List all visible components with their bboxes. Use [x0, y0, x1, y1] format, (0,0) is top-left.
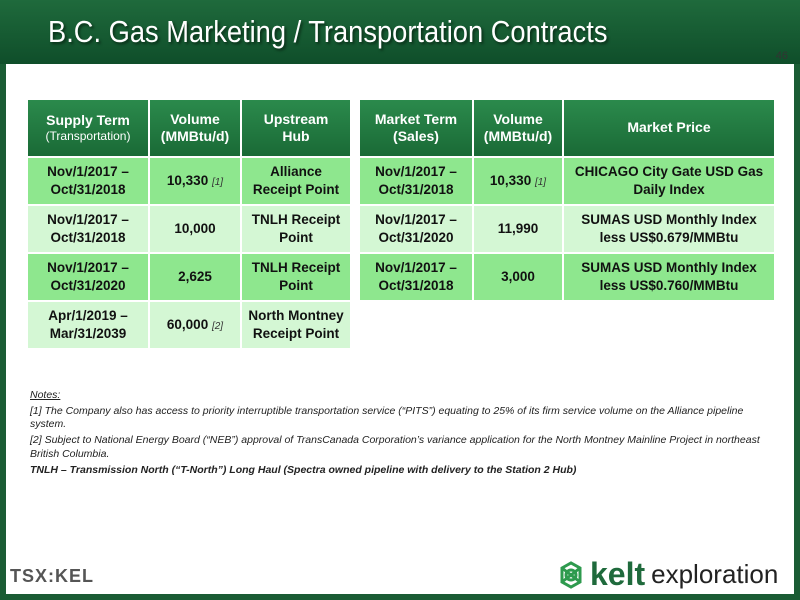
volume-cell: 3,000: [474, 254, 562, 300]
header-sublabel: (MMBtu/d): [483, 128, 553, 144]
volume-value: 11,990: [497, 221, 539, 237]
page-number: 46: [775, 50, 788, 62]
tsx-ticker-logo: TSX:KEL: [10, 566, 95, 586]
volume-value: 10,330: [489, 173, 532, 189]
hub-cell: North Montney Receipt Point: [242, 302, 350, 348]
term-cell: Nov/1/2017 – Oct/31/2018: [28, 206, 148, 252]
tnlh-definition: TNLH – Transmission North (“T-North”) Lo…: [30, 464, 577, 477]
header-volume: Volume (MMBtu/d): [150, 100, 240, 156]
supply-header-row: Supply Term (Transportation) Volume (MMB…: [28, 100, 350, 156]
volume-cell: 10,330 [1]: [474, 158, 562, 204]
table-row: Nov/1/2017 – Oct/31/2018 10,000 TNLH Rec…: [28, 206, 350, 252]
table-row: Nov/1/2017 – Oct/31/2018 10,330 [1] Alli…: [28, 158, 350, 204]
market-header-row: Market Term (Sales) Volume (MMBtu/d) Mar…: [360, 100, 774, 156]
header-upstream-hub: Upstream Hub: [242, 100, 350, 156]
title-bar: B.C. Gas Marketing / Transportation Cont…: [0, 0, 800, 64]
term-cell: Nov/1/2017 – Oct/31/2018: [28, 158, 148, 204]
header-label: Upstream: [263, 110, 329, 127]
price-cell: CHICAGO City Gate USD Gas Daily Index: [564, 158, 774, 204]
supply-table: Supply Term (Transportation) Volume (MMB…: [26, 98, 352, 350]
right-border: [794, 64, 800, 600]
header-sublabel: (Sales): [393, 128, 439, 144]
volume-cell: 60,000 [2]: [150, 302, 240, 348]
footer-bar: [0, 594, 800, 600]
volume-value: 10,000: [174, 221, 216, 237]
footnote-ref: [2]: [211, 321, 224, 333]
header-label: Volume: [170, 110, 220, 127]
volume-value: 2,625: [178, 269, 212, 285]
volume-value: 10,330: [166, 173, 209, 189]
hub-cell: TNLH Receipt Point: [242, 254, 350, 300]
table-row: Apr/1/2019 – Mar/31/2039 60,000 [2] Nort…: [28, 302, 350, 348]
header-label: Market Term: [374, 110, 458, 127]
header-label: Market Price: [627, 119, 711, 136]
kelt-logo: kelt exploration: [556, 556, 778, 593]
price-cell: SUMAS USD Monthly Index less US$0.679/MM…: [564, 206, 774, 252]
header-market-term: Market Term (Sales): [360, 100, 472, 156]
header-sublabel: (MMBtu/d): [160, 128, 230, 144]
price-cell: SUMAS USD Monthly Index less US$0.760/MM…: [564, 254, 774, 300]
volume-cell: 2,625: [150, 254, 240, 300]
header-volume: Volume (MMBtu/d): [474, 100, 562, 156]
hub-cell: TNLH Receipt Point: [242, 206, 350, 252]
table-row: Nov/1/2017 – Oct/31/2018 3,000 SUMAS USD…: [360, 254, 774, 300]
page-title: B.C. Gas Marketing / Transportation Cont…: [48, 14, 608, 49]
logo-name: kelt: [590, 556, 646, 592]
volume-value: 60,000: [166, 317, 209, 333]
volume-cell: 10,000: [150, 206, 240, 252]
header-sublabel: (Transportation): [45, 129, 131, 144]
kelt-knot-icon: [560, 560, 582, 589]
hub-cell: Alliance Receipt Point: [242, 158, 350, 204]
table-row: Nov/1/2017 – Oct/31/2018 10,330 [1] CHIC…: [360, 158, 774, 204]
term-cell: Nov/1/2017 – Oct/31/2020: [360, 206, 472, 252]
volume-value: 3,000: [501, 269, 535, 285]
note-1: [1] The Company also has access to prior…: [30, 404, 744, 431]
footnote-ref: [1]: [534, 177, 547, 189]
footnote-ref: [1]: [211, 177, 224, 189]
header-supply-term: Supply Term (Transportation): [28, 100, 148, 156]
header-market-price: Market Price: [564, 100, 774, 156]
header-sublabel: Hub: [282, 128, 310, 144]
volume-cell: 11,990: [474, 206, 562, 252]
header-label: Supply Term: [46, 111, 130, 128]
term-cell: Apr/1/2019 – Mar/31/2039: [28, 302, 148, 348]
term-cell: Nov/1/2017 – Oct/31/2020: [28, 254, 148, 300]
term-cell: Nov/1/2017 – Oct/31/2018: [360, 158, 472, 204]
market-table: Market Term (Sales) Volume (MMBtu/d) Mar…: [358, 98, 776, 302]
note-2: [2] Subject to National Energy Board (“N…: [30, 433, 760, 460]
notes-heading: Notes:: [30, 389, 61, 401]
header-label: Volume: [493, 110, 543, 127]
term-cell: Nov/1/2017 – Oct/31/2018: [360, 254, 472, 300]
left-border: [0, 64, 6, 600]
volume-cell: 10,330 [1]: [150, 158, 240, 204]
logo-subtitle: exploration: [651, 559, 779, 589]
table-row: Nov/1/2017 – Oct/31/2020 11,990 SUMAS US…: [360, 206, 774, 252]
notes-section: Notes: [1] The Company also has access t…: [30, 389, 770, 480]
table-row: Nov/1/2017 – Oct/31/2020 2,625 TNLH Rece…: [28, 254, 350, 300]
